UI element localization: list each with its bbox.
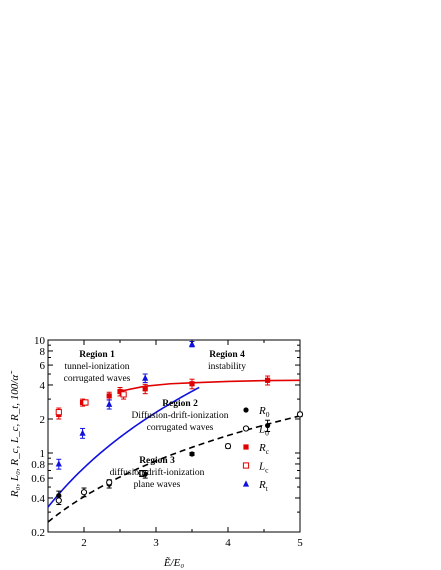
- data-point-Rc: [189, 381, 195, 387]
- y-tick-label: 10: [34, 335, 46, 347]
- y-tick-label: 6: [40, 360, 46, 372]
- data-point-Rt: [142, 374, 149, 381]
- x-tick-label: 5: [297, 537, 303, 549]
- data-point-L0: [138, 470, 145, 477]
- data-point-Rt: [79, 429, 86, 436]
- legend-label: Lc: [258, 461, 269, 475]
- legend-label-subscript: 0: [265, 429, 269, 438]
- legend-item-Lc: Lc: [242, 461, 269, 475]
- y-tick-label: 0.8: [31, 459, 45, 471]
- x-tick-label: 2: [81, 537, 87, 549]
- annotation-region4: Region 4 instability: [208, 350, 246, 372]
- annotation-region1: Region 1 tunnel-ionization corrugated wave…: [64, 350, 131, 384]
- annotation-line: Diffusion-drift-ionization: [132, 410, 229, 421]
- legend-label: L0: [258, 424, 269, 438]
- legend-item-L0: L0: [242, 424, 269, 438]
- legend-marker: [243, 444, 249, 450]
- legend-marker: [242, 425, 250, 432]
- y-tick-label: 0.2: [31, 527, 45, 539]
- region-annotations: Region 1 tunnel-ionization corrugated wave…: [64, 350, 247, 490]
- data-point-L0: [106, 479, 113, 486]
- y-tick-label: 0.6: [31, 473, 45, 485]
- y-axis-label: R₀, L₀, R_c, L_c, R_t, 100/α̃: [9, 370, 21, 498]
- legend-label: R0: [258, 405, 270, 419]
- annotation-title: Region 3: [139, 456, 175, 466]
- data-point-Lc: [55, 409, 62, 416]
- legend-label-subscript: t: [266, 484, 269, 493]
- legend-label: Rc: [258, 442, 270, 456]
- y-tick-label: 1: [40, 448, 46, 460]
- data-point-Rc: [117, 388, 123, 395]
- annotation-title: Region 1: [79, 350, 115, 360]
- data-point-Lc: [82, 399, 89, 406]
- legend-marker: [243, 407, 249, 413]
- data-point-Rt: [188, 340, 196, 347]
- data-point-L0: [55, 497, 62, 504]
- annotation-line: corrugated waves: [147, 423, 214, 433]
- y-tick-label: 2: [40, 414, 46, 426]
- y-tick-label: 4: [40, 380, 46, 392]
- legend: R0 L0 Rc Lc Rt: [242, 405, 270, 493]
- y-tick-label: 8: [40, 346, 46, 358]
- data-point-Rc: [106, 393, 112, 399]
- y-axis-ticks: 0.2 0.4 0.6 0.81 2 4 6 810: [31, 335, 300, 539]
- annotation-title: Region 4: [209, 350, 245, 360]
- annotation-line: corrugated waves: [64, 374, 131, 384]
- data-points: [55, 340, 304, 506]
- fit-line: [48, 415, 300, 523]
- legend-label-subscript: 0: [266, 410, 270, 419]
- legend-marker: [242, 480, 250, 487]
- legend-item-R0: R0: [243, 405, 270, 419]
- data-point-Rt: [55, 460, 62, 467]
- annotation-line: plane waves: [134, 480, 181, 490]
- x-axis-label: Ẽ/E₀: [163, 557, 184, 569]
- annotation-line: tunnel-ionization: [65, 362, 130, 372]
- data-point-R0: [189, 451, 195, 457]
- annotation-line: diffusion-drift-ionization: [110, 467, 205, 478]
- legend-item-Rc: Rc: [243, 442, 270, 456]
- axis-labels: Ẽ/E₀ R₀, L₀, R_c, L_c, R_t, 100/α̃: [9, 370, 184, 569]
- annotation-title: Region 2: [162, 399, 198, 409]
- data-point-Rc: [265, 377, 271, 383]
- legend-label-subscript: c: [266, 447, 270, 456]
- data-point-R0: [265, 422, 271, 429]
- data-point-L0: [224, 443, 232, 450]
- data-point-L0: [296, 411, 304, 418]
- legend-label-subscript: c: [265, 466, 269, 475]
- data-point-Lc: [120, 391, 127, 398]
- x-tick-label: 3: [153, 537, 159, 549]
- y-tick-label: 0.4: [31, 493, 45, 505]
- data-point-L0: [80, 489, 88, 496]
- fit-line: [48, 386, 200, 508]
- legend-marker: [242, 462, 250, 469]
- annotation-line: instability: [208, 362, 246, 372]
- plot-area-frame: [47, 339, 301, 533]
- data-point-Rc: [142, 386, 148, 392]
- legend-item-Rt: Rt: [242, 479, 269, 493]
- x-tick-label: 4: [225, 537, 231, 549]
- data-point-Rt: [106, 400, 113, 407]
- legend-label: Rt: [258, 479, 269, 493]
